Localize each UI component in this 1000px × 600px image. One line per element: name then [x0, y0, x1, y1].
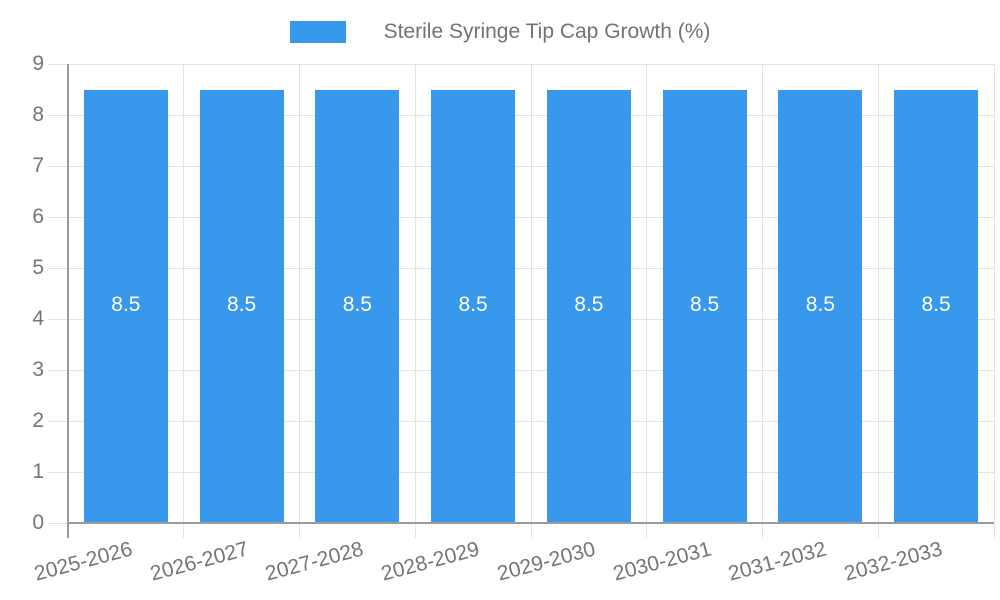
bar-value-label: 8.5 — [458, 293, 488, 317]
x-tick-label: 2028-2029 — [379, 537, 482, 586]
y-tick-label: 8 — [32, 103, 44, 126]
y-tick-label: 6 — [32, 205, 44, 228]
y-gridline — [48, 369, 994, 371]
bar — [199, 89, 284, 522]
bar — [894, 89, 979, 522]
x-tick-label: 2025-2026 — [31, 537, 135, 586]
bar-value-label: 8.5 — [227, 293, 257, 317]
y-tick-label: 0 — [32, 511, 44, 534]
y-gridline — [48, 165, 994, 167]
legend-item[interactable]: Sterile Syringe Tip Cap Growth (%) — [289, 20, 711, 44]
x-gridline — [993, 64, 995, 538]
x-gridline — [183, 64, 185, 538]
bar-value-label: 8.5 — [921, 293, 951, 317]
y-gridline — [48, 216, 994, 218]
bar-value-label: 8.5 — [574, 293, 604, 317]
x-tick-label: 2032-2033 — [842, 537, 945, 586]
y-gridline — [48, 267, 994, 269]
bar — [83, 89, 168, 522]
x-gridline — [762, 64, 763, 538]
x-tick-label: 2026-2027 — [147, 537, 251, 586]
y-tick-label: 7 — [32, 154, 44, 177]
x-gridline — [530, 64, 532, 538]
bar-value-label: 8.5 — [690, 293, 720, 317]
chart-legend: Sterile Syringe Tip Cap Growth (%) — [0, 20, 1000, 44]
bar-value-label: 8.5 — [805, 293, 835, 317]
x-tick-label: 2030-2031 — [610, 537, 714, 586]
y-tick-label: 3 — [32, 358, 44, 381]
x-gridline — [877, 64, 879, 538]
bar — [431, 89, 516, 522]
y-tick-label: 4 — [32, 307, 44, 330]
x-gridline — [646, 64, 648, 538]
bar — [546, 89, 631, 522]
y-gridline — [48, 114, 994, 116]
bar-value-label: 8.5 — [342, 293, 372, 317]
bar — [662, 89, 747, 522]
legend-swatch — [289, 21, 346, 43]
bar — [315, 89, 400, 522]
y-gridline — [48, 471, 994, 473]
y-tick-label: 2 — [32, 409, 44, 432]
y-gridline — [48, 63, 994, 65]
y-tick-label: 5 — [32, 256, 44, 279]
y-gridline — [48, 420, 994, 422]
bar-value-label: 8.5 — [111, 293, 141, 317]
x-gridline — [299, 64, 300, 538]
bar — [778, 89, 863, 522]
y-tick-label: 1 — [32, 460, 44, 483]
x-axis-line — [68, 522, 994, 524]
x-tick-label: 2031-2032 — [726, 537, 830, 586]
y-gridline — [48, 318, 994, 320]
y-axis-line — [67, 64, 69, 538]
legend-label: Sterile Syringe Tip Cap Growth (%) — [383, 20, 711, 43]
x-tick-label: 2027-2028 — [263, 537, 367, 586]
x-gridline — [414, 64, 416, 538]
x-tick-label: 2029-2030 — [494, 537, 598, 586]
y-tick-label: 9 — [32, 52, 44, 75]
